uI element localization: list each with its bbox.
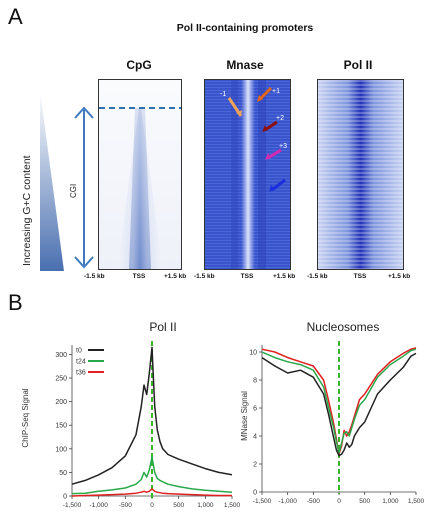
mnase-xtick-tss: TSS — [240, 273, 254, 280]
panel-a-title: Pol II-containing promoters — [176, 22, 314, 34]
arrow-plus1-icon — [257, 95, 263, 102]
x-tick-label: -1,000 — [278, 498, 297, 505]
panel-b-charts: Pol II ChIP-Seq Signal 05010015020025030… — [21, 320, 425, 509]
y-tick-label: 50 — [59, 470, 67, 477]
legend-label-t24: t24 — [76, 359, 86, 366]
series-line-t24 — [71, 456, 233, 495]
arrow-plus4-icon — [269, 185, 275, 192]
mnase-xtick-right: +1.5 kb — [273, 273, 296, 280]
gc-gradient-label: Increasing G+C content — [6, 88, 64, 273]
heatmap-title-cpg: CpG — [126, 58, 152, 72]
series-line-t36 — [71, 488, 232, 497]
x-tick-label: 500 — [359, 498, 370, 505]
y-tick-label: 10 — [249, 350, 257, 357]
x-tick-label: -1,500 — [63, 502, 82, 509]
y-tick-label: 0 — [63, 494, 67, 501]
cgi-label: CGI — [69, 184, 78, 198]
series-line-t24 — [261, 348, 417, 454]
heatmap-cpg — [98, 79, 182, 270]
polii-chart-ylabel: ChIP-Seq Signal — [21, 388, 30, 447]
y-tick-label: 6 — [253, 406, 257, 413]
y-tick-label: 300 — [55, 352, 67, 359]
heatmap-mnase: -1 +1 +2 +3 — [204, 79, 291, 270]
polii-line-chart: Pol II ChIP-Seq Signal 0 50 100 150 200 250 30… — [21, 320, 241, 509]
cgi-arrow-down-icon — [74, 256, 94, 269]
y-tick-label: 4 — [253, 434, 257, 441]
x-tick-label: 500 — [173, 502, 184, 509]
nuc-label-plus2: +2 — [276, 115, 284, 122]
cgi-bracket: CGI — [64, 100, 99, 275]
x-tick-label: -500 — [307, 498, 320, 505]
heatmap-title-polii: Pol II — [343, 58, 373, 72]
polii-xtick-left: -1.5 kb — [307, 273, 328, 280]
nuc-label-plus3: +3 — [279, 143, 287, 150]
gc-gradient-triangle — [40, 90, 64, 271]
legend-label-t36: t36 — [76, 370, 86, 377]
legend-label-t0: t0 — [76, 348, 82, 355]
nuc-chart-ylabel: MNase Signal — [240, 391, 249, 441]
x-tick-label: 1,000 — [382, 498, 399, 505]
series-line-t36 — [261, 347, 417, 455]
x-tick-label: -1,000 — [89, 502, 108, 509]
x-tick-label: 0 — [337, 498, 341, 505]
y-tick-label: 100 — [55, 446, 67, 453]
x-tick-label: -1,500 — [253, 498, 272, 505]
heatmap-title-mnase: Mnase — [226, 58, 264, 72]
polii-chart-title: Pol II — [149, 320, 176, 334]
nucleosomes-line-chart: Nucleosomes MNase Signal 0 2 4 6 8 10 -1,500 -1… — [240, 320, 425, 505]
polii-xtick-tss: TSS — [353, 273, 367, 280]
mnase-xtick-left: -1.5 kb — [194, 273, 215, 280]
arrow-plus2-icon — [262, 125, 268, 132]
x-tick-label: 1,500 — [224, 502, 241, 509]
x-tick-label: 0 — [150, 502, 154, 509]
arrow-minus1-icon — [236, 110, 242, 116]
gc-side-label: Increasing G+C content — [21, 155, 33, 266]
y-tick-label: 8 — [253, 378, 257, 385]
panel-b-letter: B — [8, 290, 23, 315]
cpg-xtick-right: +1.5 kb — [164, 273, 187, 280]
panel-a-letter: A — [8, 4, 23, 29]
cpg-xtick-left: -1.5 kb — [84, 273, 105, 280]
series-line-t0 — [261, 352, 417, 457]
x-tick-label: -500 — [119, 502, 132, 509]
cgi-arrow-up-icon — [74, 106, 94, 119]
arrow-plus3-icon — [265, 153, 271, 160]
x-tick-label: 1,000 — [197, 502, 214, 509]
polii-xtick-right: +1.5 kb — [388, 273, 411, 280]
nuc-chart-title: Nucleosomes — [307, 320, 380, 334]
y-tick-label: 200 — [55, 399, 67, 406]
heatmap-polii — [317, 79, 404, 270]
y-tick-label: 0 — [253, 490, 257, 497]
y-tick-label: 150 — [55, 423, 67, 430]
y-tick-label: 2 — [253, 462, 257, 469]
nucleosome-arrows — [227, 86, 286, 192]
nuc-label-minus1: -1 — [220, 91, 226, 98]
series-line-t0 — [71, 346, 233, 485]
x-tick-label: 1,500 — [408, 498, 425, 505]
y-tick-label: 250 — [55, 376, 67, 383]
cpg-xtick-tss: TSS — [132, 273, 146, 280]
nuc-label-plus1: +1 — [272, 88, 280, 95]
